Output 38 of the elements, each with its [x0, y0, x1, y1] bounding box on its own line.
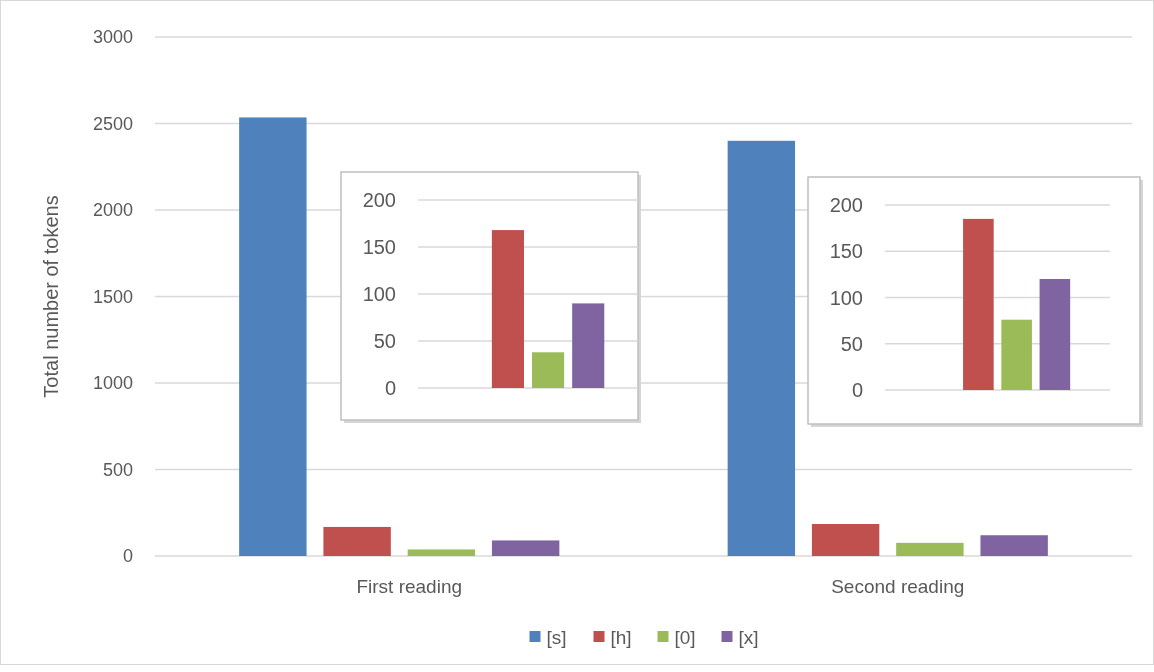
legend-label: [h]: [610, 626, 632, 648]
y-tick-label: 50: [373, 330, 396, 352]
bar: [491, 540, 560, 556]
bar: [407, 549, 476, 556]
x-tick-label: Second reading: [831, 576, 965, 597]
legend-label: [s]: [546, 626, 567, 648]
y-axis-title: Total number of tokens: [40, 195, 62, 398]
legend-label: [x]: [738, 626, 759, 648]
bar: [323, 526, 391, 556]
y-tick-label: 500: [102, 459, 133, 480]
y-tick-label: 2500: [92, 113, 133, 134]
y-tick-label: 0: [384, 377, 396, 399]
legend-label: [0]: [674, 626, 696, 648]
y-tick-label: 1500: [92, 286, 133, 307]
bar: [896, 542, 964, 556]
x-tick-label: First reading: [356, 576, 463, 597]
y-tick-label: 100: [829, 286, 863, 309]
y-tick-label: 150: [829, 240, 863, 263]
bar: [1039, 279, 1071, 390]
y-tick-label: 200: [829, 194, 863, 216]
bar: [963, 218, 994, 390]
bar: [239, 117, 307, 556]
bar: [1001, 319, 1032, 390]
y-tick-label: 3000: [92, 27, 133, 48]
bar: [727, 140, 796, 556]
y-tick-label: 50: [840, 332, 863, 355]
bar: [811, 524, 880, 556]
bar: [532, 352, 565, 388]
bar: [572, 303, 605, 388]
y-tick-label: 150: [362, 236, 396, 258]
y-tick-label: 2000: [92, 200, 133, 221]
bar: [980, 535, 1048, 556]
y-tick-label: 0: [851, 379, 863, 401]
y-tick-label: 0: [122, 546, 133, 567]
y-tick-label: 200: [362, 189, 396, 211]
y-tick-label: 1000: [92, 373, 133, 394]
bar: [491, 230, 524, 388]
y-tick-label: 100: [362, 283, 396, 305]
